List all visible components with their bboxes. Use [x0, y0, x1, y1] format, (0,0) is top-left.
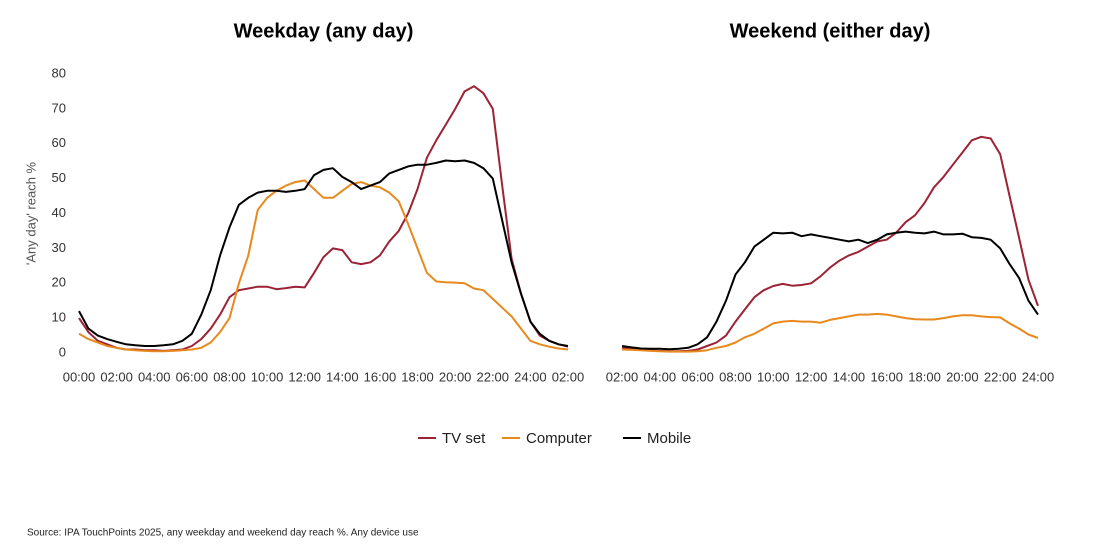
series-line: [78, 179, 569, 353]
x-tick-label: 02:00: [606, 369, 639, 384]
y-tick-label: 40: [52, 205, 66, 220]
series-line: [78, 159, 569, 347]
x-tick-label: 00:00: [63, 369, 96, 384]
x-tick-label: 18:00: [401, 369, 434, 384]
x-tick-label: 16:00: [870, 369, 903, 384]
chart-title: Weekend (either day): [730, 20, 931, 42]
y-tick-label: 10: [52, 310, 66, 325]
series-line: [621, 230, 1039, 351]
y-tick-label: 20: [52, 275, 66, 290]
chart-title: Weekday (any day): [234, 20, 414, 42]
x-tick-label: 24:00: [1022, 369, 1055, 384]
x-tick-label: 20:00: [439, 369, 472, 384]
x-tick-label: 08:00: [719, 369, 752, 384]
x-tick-label: 10:00: [251, 369, 284, 384]
y-tick-label: 80: [52, 65, 66, 80]
x-tick-label: 10:00: [757, 369, 790, 384]
x-tick-label: 06:00: [681, 369, 714, 384]
x-tick-label: 22:00: [476, 369, 509, 384]
x-tick-label: 08:00: [213, 369, 246, 384]
series-line: [621, 312, 1039, 353]
y-axis-label: 'Any day' reach %: [23, 161, 38, 265]
source-note: Source: IPA TouchPoints 2025, any weekda…: [27, 528, 419, 539]
legend-label: Mobile: [647, 430, 691, 447]
x-tick-label: 04:00: [138, 369, 171, 384]
x-tick-label: 16:00: [364, 369, 397, 384]
x-tick-label: 20:00: [946, 369, 979, 384]
series-line: [78, 85, 569, 352]
x-tick-label: 02:00: [100, 369, 133, 384]
y-tick-label: 60: [52, 135, 66, 150]
legend-label: Computer: [526, 430, 592, 447]
x-tick-label: 22:00: [984, 369, 1017, 384]
y-tick-label: 0: [59, 344, 66, 359]
x-tick-label: 02:00: [552, 369, 585, 384]
y-tick-label: 50: [52, 170, 66, 185]
x-tick-label: 12:00: [795, 369, 828, 384]
x-tick-label: 14:00: [833, 369, 866, 384]
x-tick-label: 04:00: [644, 369, 677, 384]
x-tick-label: 06:00: [176, 369, 209, 384]
y-tick-label: 30: [52, 240, 66, 255]
legend-label: TV set: [442, 430, 486, 447]
x-tick-label: 14:00: [326, 369, 359, 384]
x-tick-label: 18:00: [908, 369, 941, 384]
y-tick-label: 70: [52, 100, 66, 115]
series-line: [621, 135, 1039, 353]
x-tick-label: 24:00: [514, 369, 547, 384]
x-tick-label: 12:00: [288, 369, 321, 384]
